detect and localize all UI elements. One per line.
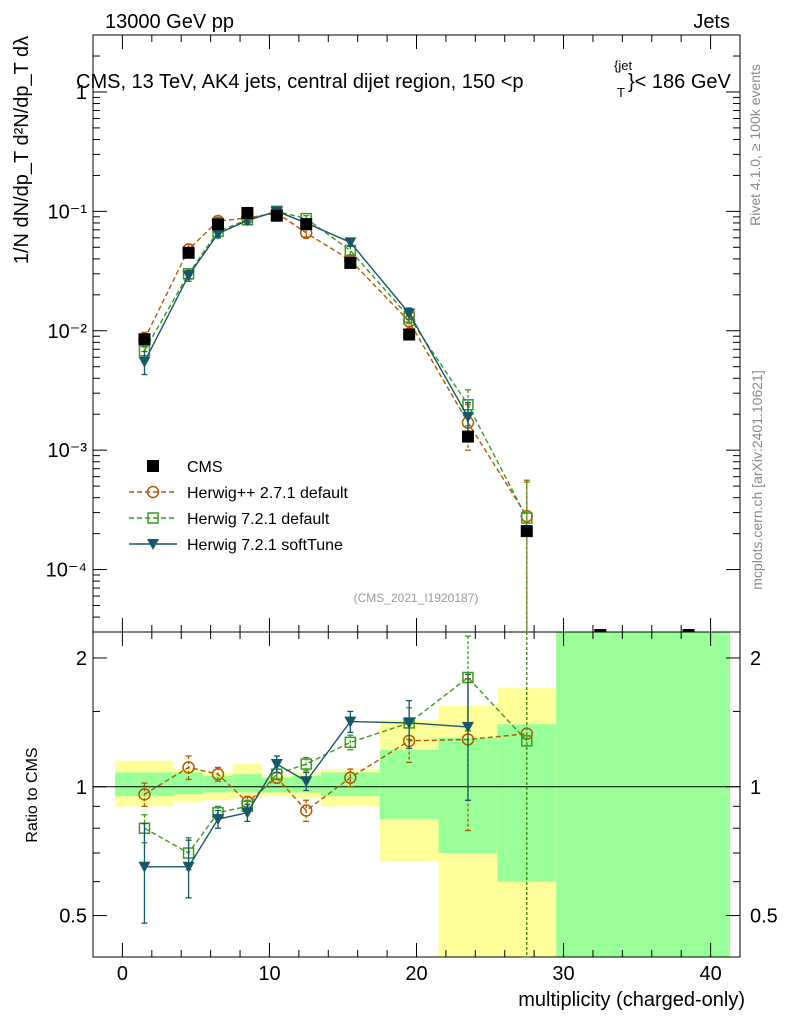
y-axis-label-lower: Ratio to CMS <box>24 747 41 842</box>
band-green-3 <box>232 774 263 793</box>
plot-title: CMS, 13 TeV, AK4 jets, central dijet reg… <box>76 58 732 100</box>
marker-softtune <box>461 411 474 423</box>
header-left: 13000 GeV pp <box>105 11 234 33</box>
band-green-7 <box>379 749 439 820</box>
upper-series-herwigpp <box>138 206 534 633</box>
ytick-label: 10⁻⁴ <box>46 560 87 582</box>
legend-entry-herwigpp: Herwig++ 2.7.1 default <box>129 485 349 502</box>
marker-cms <box>147 460 159 472</box>
upper-line-herwigpp <box>143 212 528 517</box>
ratio-ytick-label: 1 <box>76 777 87 799</box>
marker-softtune <box>270 759 283 771</box>
lower-series-softtune <box>138 673 474 924</box>
marker-herwigpp <box>146 485 160 499</box>
xtick-label: 40 <box>699 963 721 985</box>
marker-herwigpp <box>299 804 313 817</box>
ytick-label: 10⁻¹ <box>48 201 88 223</box>
marker-cms <box>461 430 474 443</box>
upper-bin-edge-marker <box>594 629 607 632</box>
lower-line-herwig721 <box>144 676 528 854</box>
legend-label: CMS <box>187 459 223 476</box>
marker-herwig721 <box>147 512 159 524</box>
marker-cms <box>211 218 224 231</box>
marker-softtune <box>182 270 195 282</box>
ratio-uncertainty-bands <box>93 632 740 957</box>
marker-cms <box>344 256 357 269</box>
marker-softtune <box>147 539 159 550</box>
data-marks <box>138 205 695 958</box>
upper-line-herwig721 <box>143 210 528 519</box>
marker-softtune <box>138 356 151 368</box>
rivet-version-note: Rivet 4.1.0, ≥ 100k events <box>747 64 763 226</box>
lower-line-herwigpp <box>144 733 527 812</box>
ytick-label: 10⁻² <box>48 321 88 343</box>
marker-softtune <box>403 717 416 729</box>
legend-entry-data: CMS <box>147 459 223 476</box>
marker-softtune <box>344 237 357 249</box>
legend-entry-softtune: Herwig 7.2.1 softTune <box>129 537 343 554</box>
marker-herwig721 <box>344 736 357 749</box>
marker-cms <box>520 525 533 538</box>
marker-cms <box>403 328 416 341</box>
axes-ticks: 10⁻⁴10⁻³10⁻²10⁻¹10.5 0.51 12 20 10 20 30 40 <box>46 34 778 985</box>
band-green-2 <box>203 775 233 793</box>
ytick-label: 1 <box>76 82 87 104</box>
marker-cms <box>241 206 254 219</box>
band-green-1 <box>173 772 204 795</box>
xtick-label: 30 <box>552 963 574 985</box>
ytick-label: 10⁻³ <box>48 440 88 462</box>
upper-line-softtune <box>143 210 469 418</box>
analysis-id: (CMS_2021_I1920187) <box>354 591 479 605</box>
marker-herwig721 <box>300 758 312 770</box>
ratio-ytick-label: 2 <box>76 648 87 670</box>
ratio-ytick-label-right: 2 <box>750 648 761 670</box>
marker-softtune <box>300 776 313 788</box>
upper-series-data <box>138 206 533 538</box>
title-subscript: T <box>617 85 625 100</box>
marker-cms <box>300 218 313 231</box>
header-right: Jets <box>693 11 730 33</box>
mcplots-credit: mcplots.cern.ch [arXiv:2401.10621] <box>749 370 765 589</box>
upper-bin-edge-marker <box>682 629 695 632</box>
ratio-ytick-label-right: 1 <box>750 777 761 799</box>
marker-softtune <box>211 814 224 826</box>
marker-softtune <box>403 308 416 320</box>
ratio-ytick-label: 0.5 <box>59 906 87 928</box>
legend: CMS Herwig++ 2.7.1 default Herwig 7.2.1 de… <box>129 459 349 554</box>
title-superscript: {jet <box>614 58 632 73</box>
marker-cms <box>182 246 195 259</box>
band-green-10 <box>556 632 730 957</box>
lower-series-herwigpp <box>138 631 534 958</box>
legend-label: Herwig 7.2.1 default <box>187 511 330 528</box>
marker-softtune <box>344 716 357 728</box>
y-axis-label-upper: 1/N dN/dp_T d²N/dp_T dλ <box>11 36 33 264</box>
x-axis-label: multiplicity (charged-only) <box>518 989 745 1011</box>
marker-herwig721 <box>521 735 533 747</box>
legend-label: Herwig 7.2.1 softTune <box>187 537 343 554</box>
marker-softtune <box>138 861 151 873</box>
upper-series-softtune <box>138 206 474 438</box>
marker-cms <box>270 209 283 222</box>
legend-entry-herwig721: Herwig 7.2.1 default <box>129 511 330 528</box>
title-main: CMS, 13 TeV, AK4 jets, central dijet reg… <box>76 71 524 93</box>
marker-herwig721 <box>521 512 533 524</box>
marker-softtune <box>182 861 195 873</box>
xtick-label: 0 <box>117 963 128 985</box>
marker-herwigpp <box>182 761 195 774</box>
xtick-label: 10 <box>258 963 280 985</box>
ratio-ytick-label-right: 0.5 <box>750 906 778 928</box>
marker-herwigpp <box>211 767 225 781</box>
legend-label: Herwig++ 2.7.1 default <box>187 485 349 502</box>
marker-softtune <box>241 807 254 819</box>
marker-softtune <box>461 721 474 733</box>
marker-herwigpp <box>138 788 151 801</box>
marker-cms <box>138 333 151 346</box>
marker-softtune <box>211 228 224 240</box>
title-end: }< 186 GeV <box>628 71 732 93</box>
xtick-label: 20 <box>405 963 427 985</box>
marker-herwigpp <box>344 771 357 784</box>
